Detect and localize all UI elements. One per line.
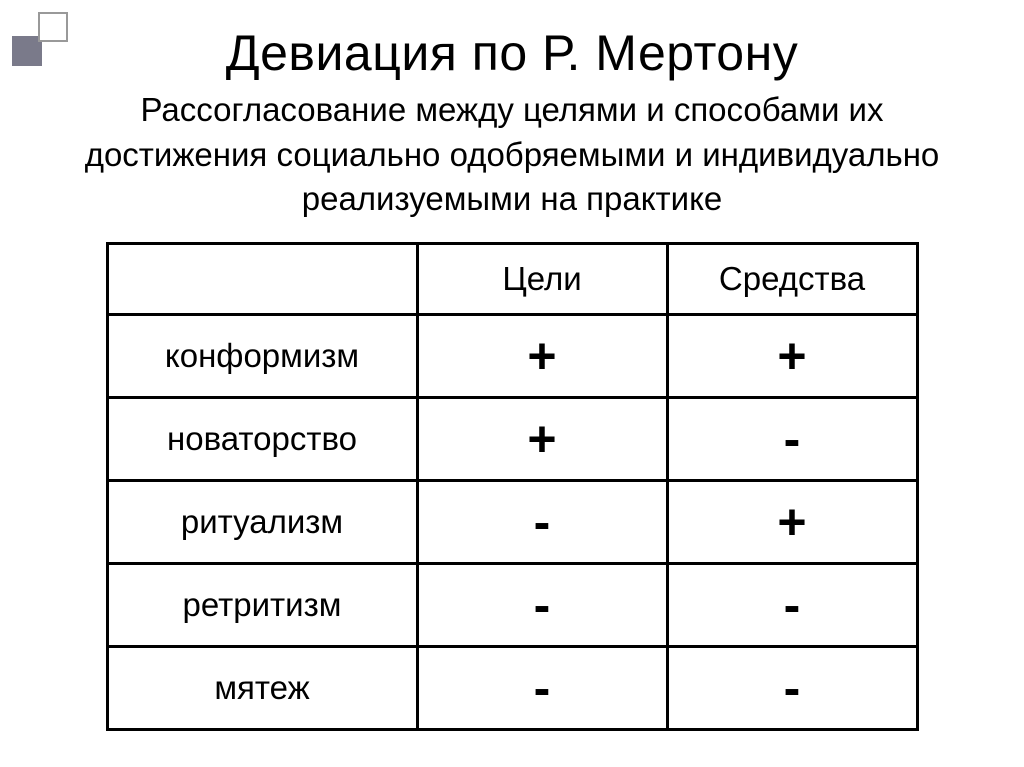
slide-title: Девиация по Р. Мертону — [0, 24, 1024, 82]
merton-table: Цели Средства конформизм + + новаторство… — [106, 242, 919, 731]
row-goals: - — [417, 563, 667, 646]
corner-decoration-icon — [12, 12, 66, 66]
row-label: ритуализм — [107, 480, 417, 563]
row-means: - — [667, 397, 917, 480]
row-means: + — [667, 480, 917, 563]
row-label: мятеж — [107, 646, 417, 729]
row-means: + — [667, 314, 917, 397]
row-means: - — [667, 563, 917, 646]
row-label: новаторство — [107, 397, 417, 480]
table-header-blank — [107, 243, 417, 314]
table-header-goals: Цели — [417, 243, 667, 314]
slide-subtitle: Рассогласование между целями и способами… — [52, 88, 972, 222]
row-goals: - — [417, 646, 667, 729]
table-header-row: Цели Средства — [107, 243, 917, 314]
row-means: - — [667, 646, 917, 729]
row-goals: + — [417, 397, 667, 480]
row-label: ретритизм — [107, 563, 417, 646]
row-goals: - — [417, 480, 667, 563]
row-label: конформизм — [107, 314, 417, 397]
table-header-means: Средства — [667, 243, 917, 314]
table-row: новаторство + - — [107, 397, 917, 480]
table-row: конформизм + + — [107, 314, 917, 397]
slide-content: Девиация по Р. Мертону Рассогласование м… — [0, 0, 1024, 731]
square-outline-icon — [38, 12, 68, 42]
table-row: ретритизм - - — [107, 563, 917, 646]
table-row: ритуализм - + — [107, 480, 917, 563]
table-row: мятеж - - — [107, 646, 917, 729]
row-goals: + — [417, 314, 667, 397]
